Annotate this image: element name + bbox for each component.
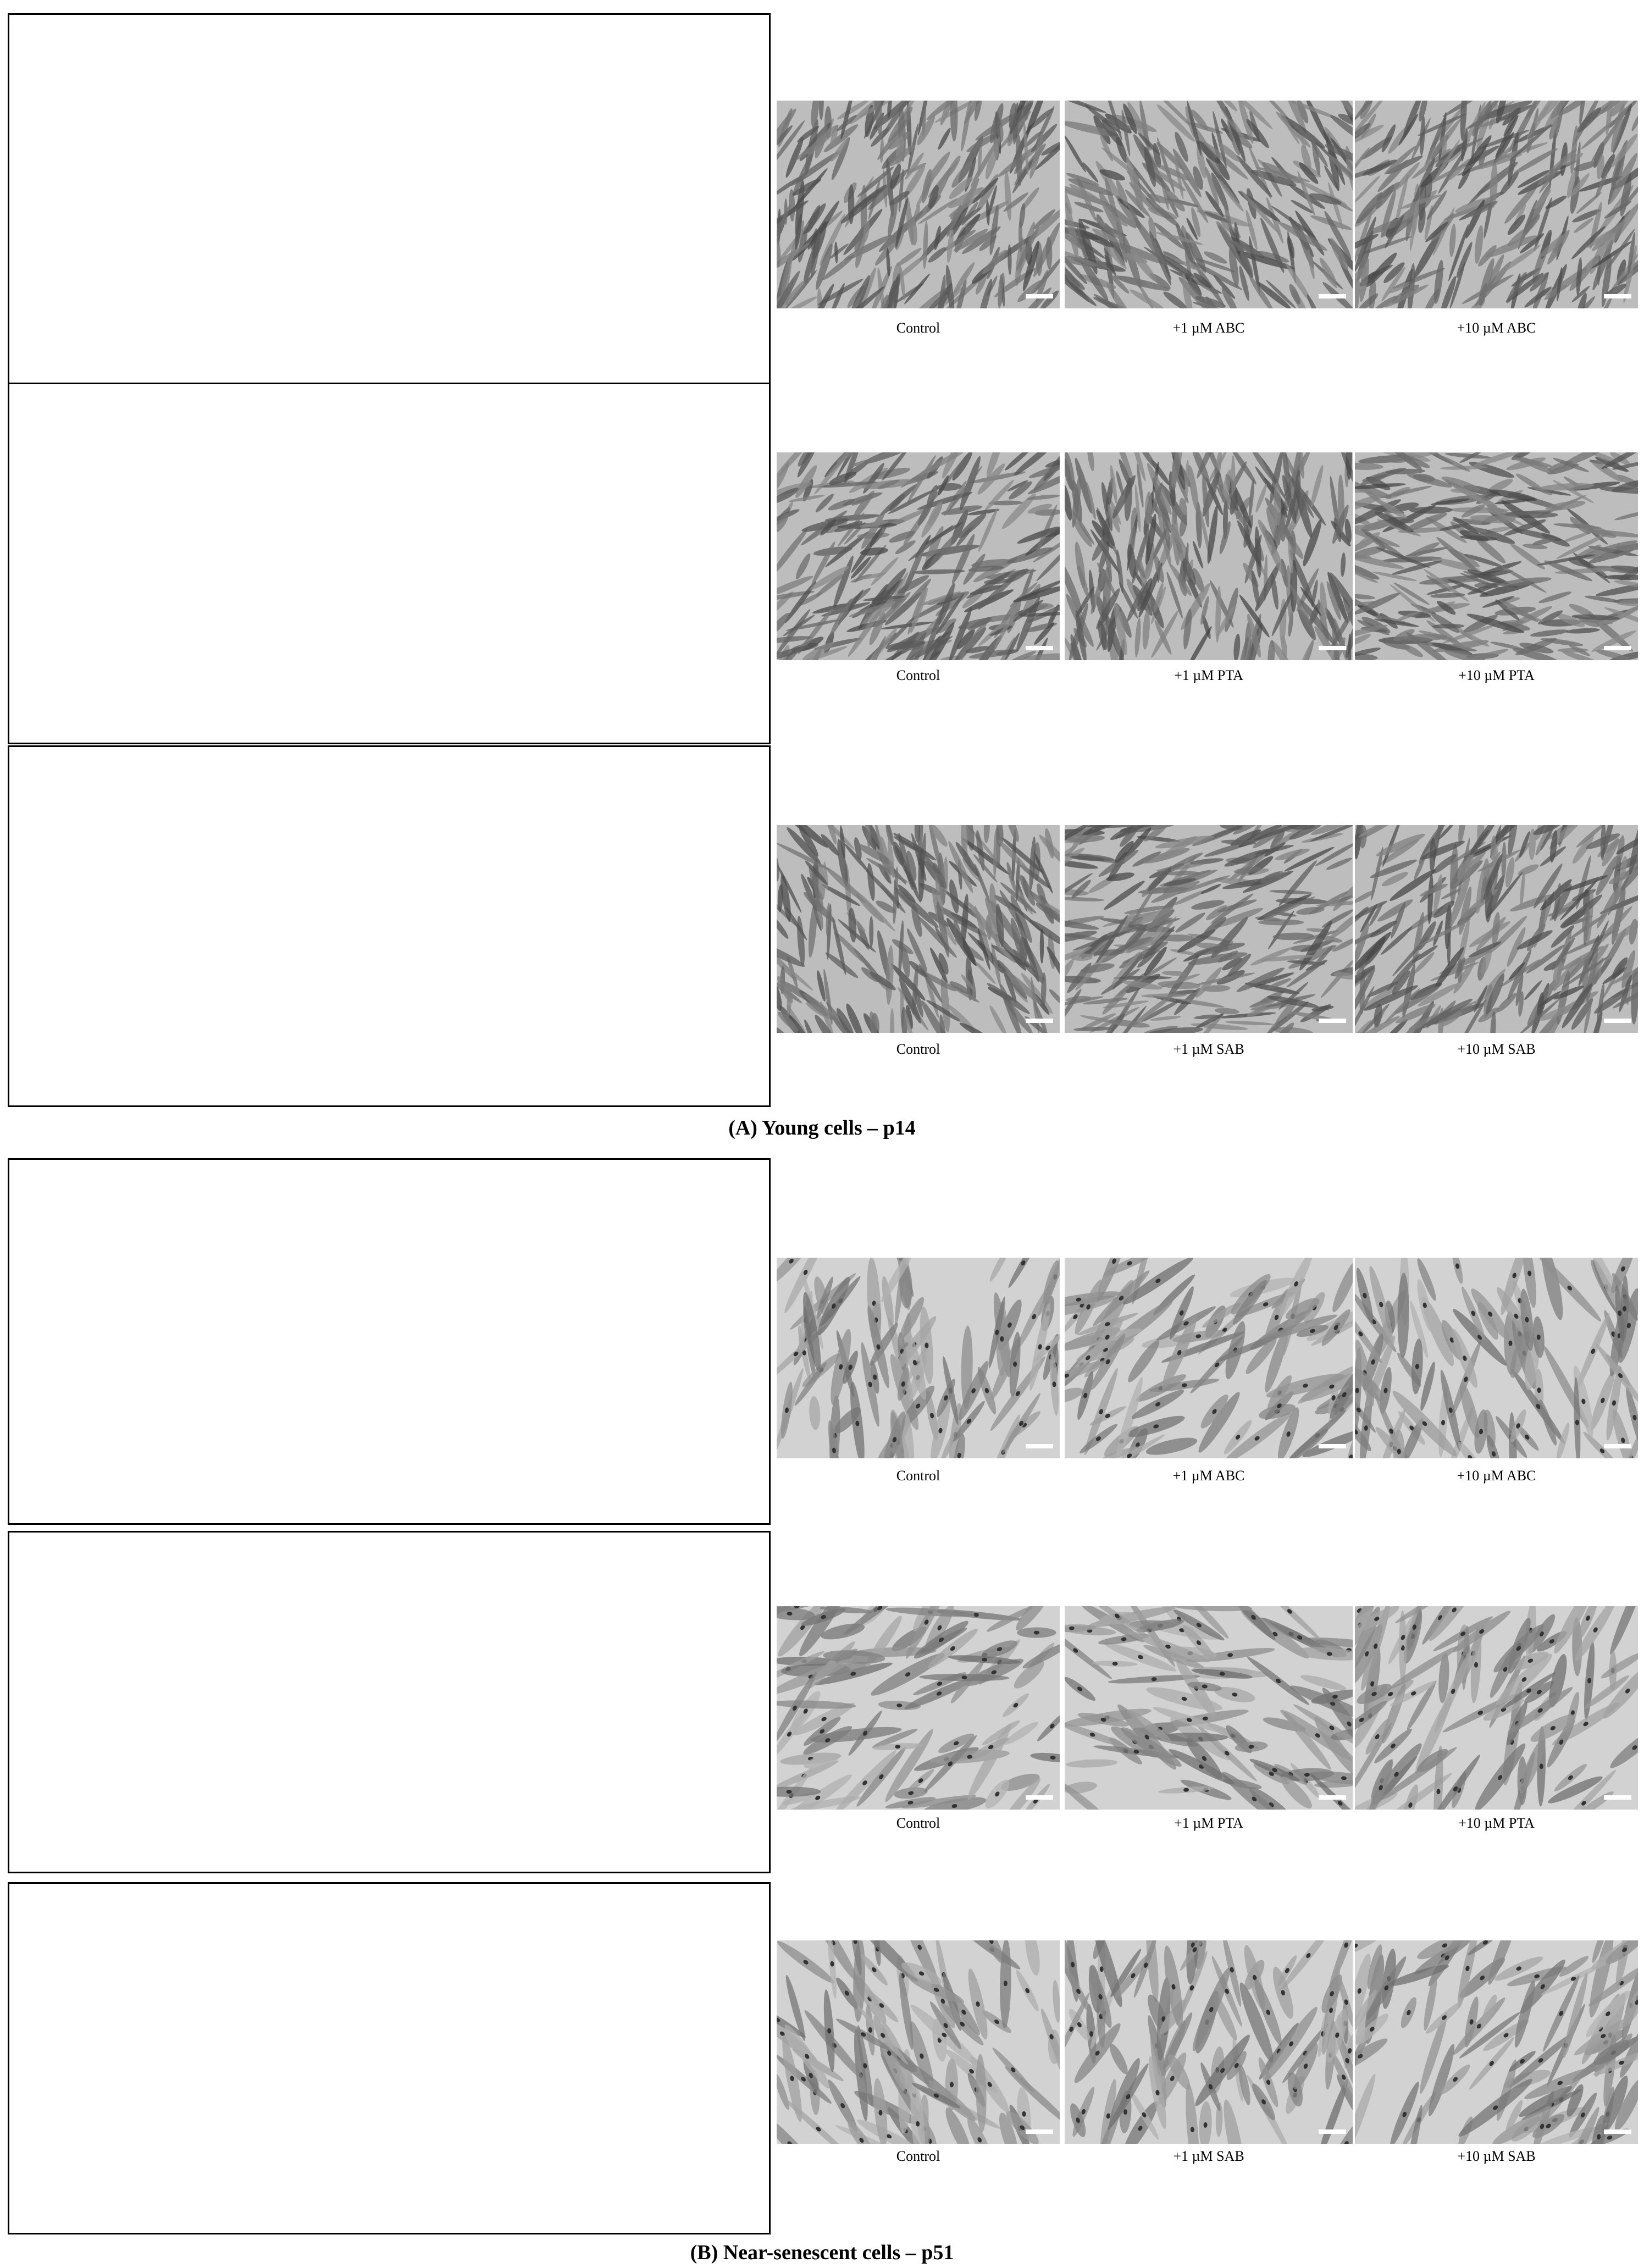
micrograph-image <box>1065 101 1353 308</box>
micrograph-image <box>1355 1258 1638 1458</box>
micrograph-image <box>1065 452 1353 660</box>
micrograph-label: +10 µM ABC <box>1457 320 1536 336</box>
scale-bar <box>1026 1444 1053 1448</box>
scale-bar <box>1319 646 1346 650</box>
micrograph-image <box>1065 1258 1353 1458</box>
chart-panel-4 <box>8 1158 771 1525</box>
micrograph-label: +1 µM SAB <box>1173 2148 1244 2164</box>
scale-bar <box>1026 294 1053 298</box>
chart-panel-5 <box>8 1531 771 1873</box>
section-title-a: (A) Young cells – p14 <box>728 1116 916 1139</box>
micrograph-image <box>777 1606 1060 1810</box>
scale-bar <box>1604 646 1631 650</box>
micrograph-image <box>777 1258 1060 1458</box>
section-title-b: (B) Near-senescent cells – p51 <box>690 2241 954 2264</box>
micrograph-label: +1 µM ABC <box>1172 1468 1245 1484</box>
chart-panel-6 <box>8 1882 771 2234</box>
scale-bar <box>1319 294 1346 298</box>
micrograph-image <box>777 1940 1060 2144</box>
chart-panel-3 <box>8 745 771 1107</box>
scale-bar <box>1604 1444 1631 1448</box>
micrograph-image <box>1355 825 1638 1033</box>
micrograph-label: +1 µM ABC <box>1172 320 1245 336</box>
micrograph-label: Control <box>896 667 940 683</box>
micrograph-image <box>1355 1940 1638 2144</box>
scale-bar <box>1026 646 1053 650</box>
micrograph-label: +1 µM PTA <box>1174 667 1243 683</box>
scale-bar <box>1604 1019 1631 1023</box>
micrograph-label: +10 µM SAB <box>1457 2148 1536 2164</box>
micrograph-label: +1 µM SAB <box>1173 1041 1244 1057</box>
micrograph-image <box>1065 1940 1353 2144</box>
micrograph-image <box>1355 1606 1638 1810</box>
micrograph-image <box>777 452 1060 660</box>
micrograph-image <box>1065 825 1353 1033</box>
scale-bar <box>1319 1795 1346 1800</box>
scale-bar <box>1604 2129 1631 2134</box>
micrograph-label: Control <box>896 1468 940 1484</box>
micrograph-label: +10 µM ABC <box>1457 1468 1536 1484</box>
micrograph-label: +10 µM PTA <box>1458 667 1535 683</box>
micrograph-label: +10 µM SAB <box>1457 1041 1536 1057</box>
micrograph-image <box>1355 452 1638 660</box>
scale-bar <box>1604 1795 1631 1800</box>
micrograph-image <box>777 825 1060 1033</box>
chart-panel-1 <box>8 13 771 419</box>
micrograph-label: Control <box>896 320 940 336</box>
micrograph-label: Control <box>896 1815 940 1831</box>
scale-bar <box>1319 2129 1346 2134</box>
scale-bar <box>1604 294 1631 298</box>
micrograph-label: +1 µM PTA <box>1174 1815 1243 1831</box>
micrograph-label: Control <box>896 2148 940 2164</box>
micrograph-image <box>1355 101 1638 308</box>
scale-bar <box>1026 1019 1053 1023</box>
micrograph-image <box>777 101 1060 308</box>
scale-bar <box>1319 1444 1346 1448</box>
scale-bar <box>1026 2129 1053 2134</box>
micrograph-image <box>1065 1606 1353 1810</box>
micrograph-label: Control <box>896 1041 940 1057</box>
micrograph-label: +10 µM PTA <box>1458 1815 1535 1831</box>
chart-panel-2 <box>8 383 771 744</box>
scale-bar <box>1026 1795 1053 1800</box>
scale-bar <box>1319 1019 1346 1023</box>
